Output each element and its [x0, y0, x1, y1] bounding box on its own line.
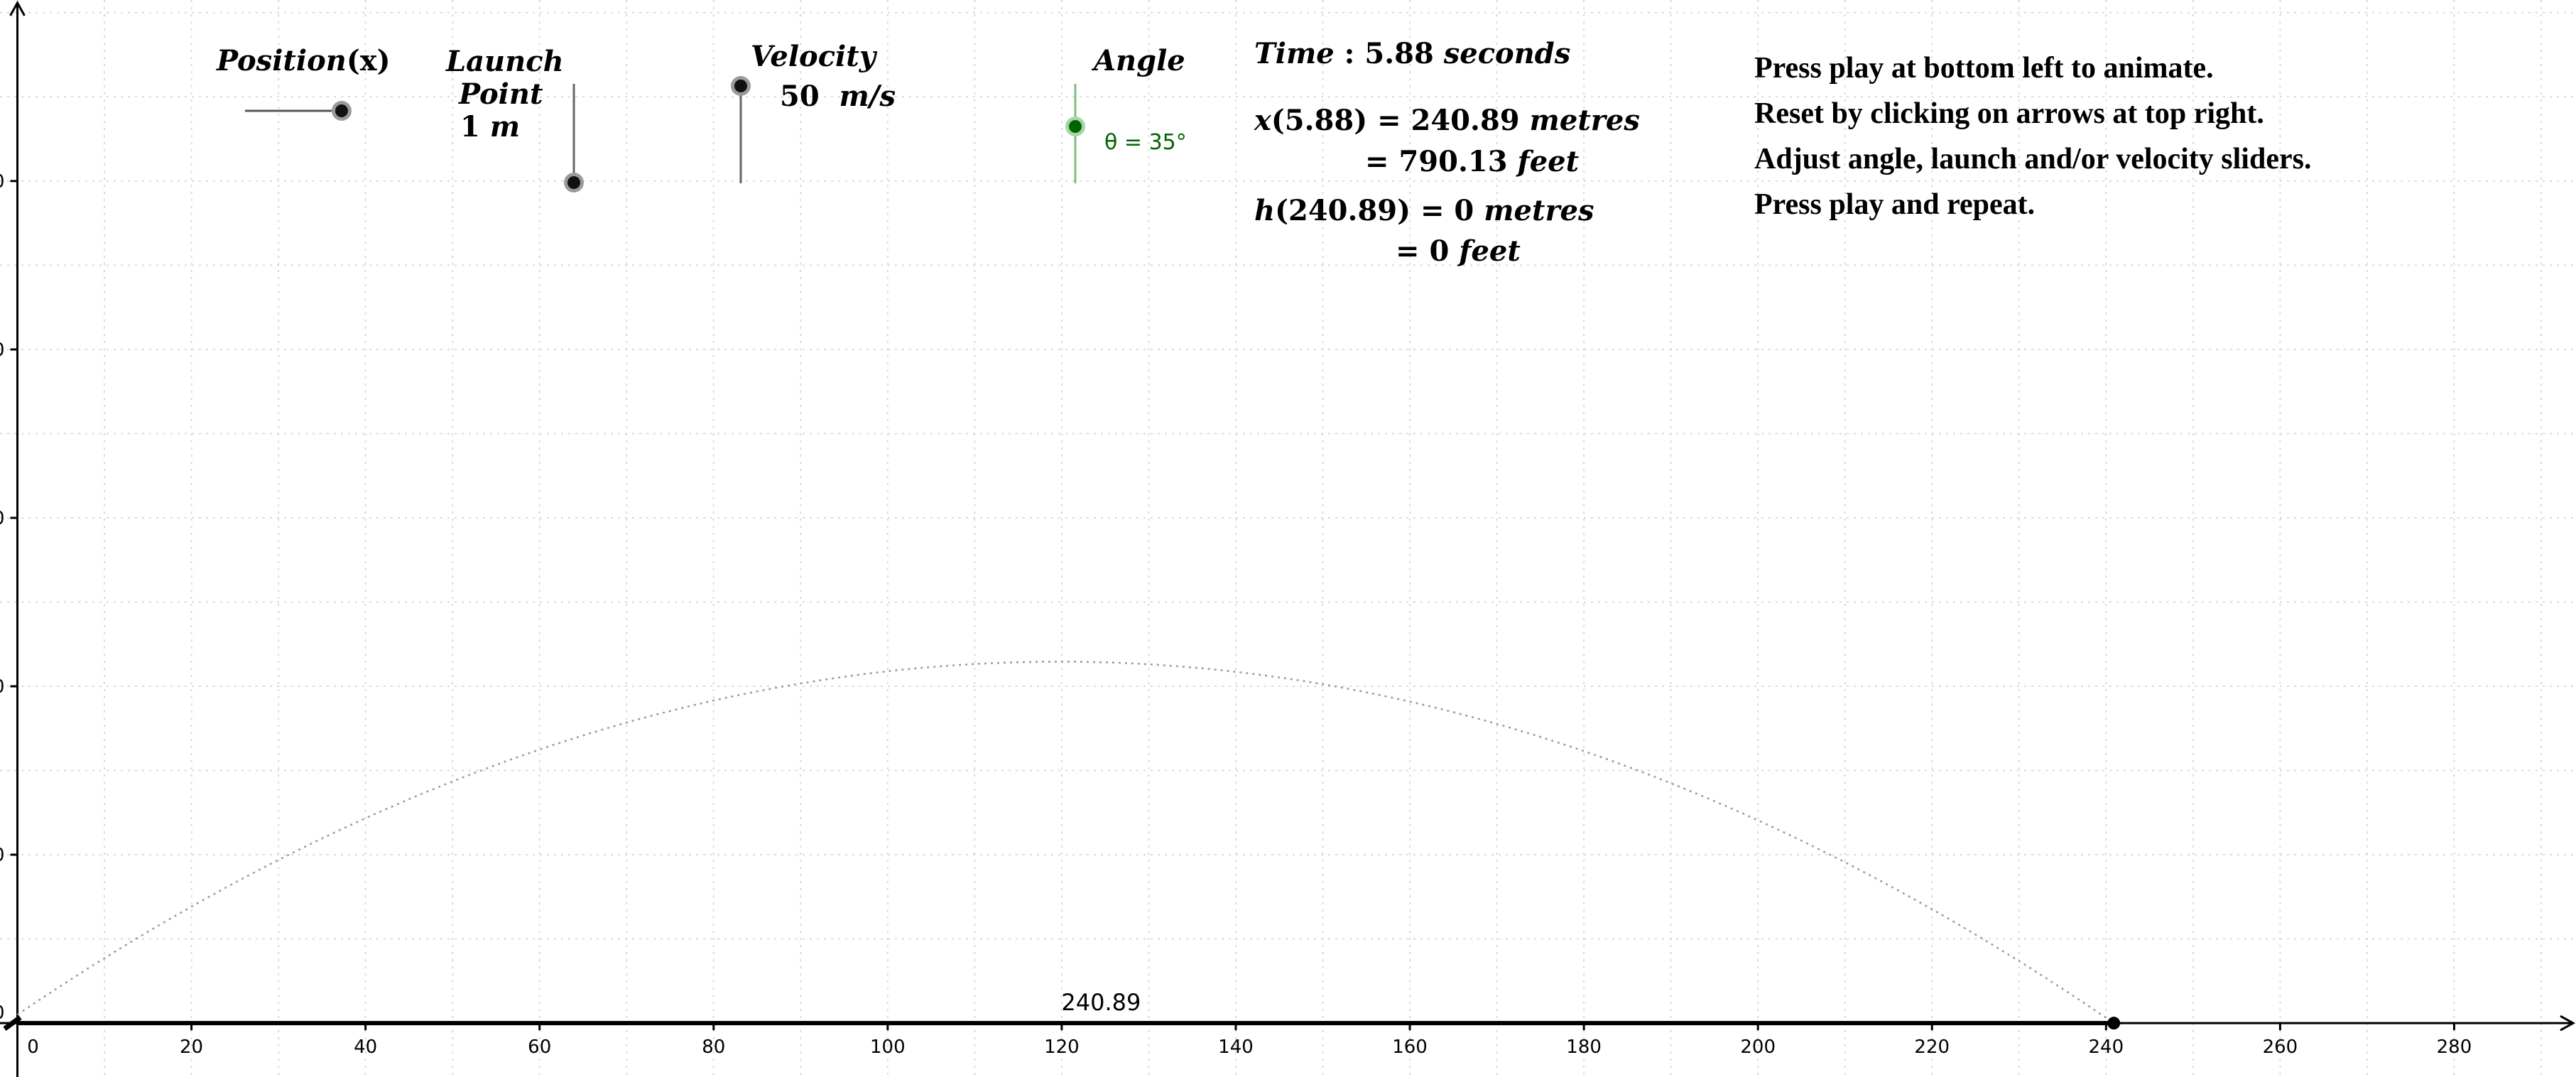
angle-slider-label: Angle [1094, 44, 1185, 77]
angle-label-title: Angle [1094, 44, 1185, 77]
x-tick-label: 0 [27, 1037, 39, 1058]
x-tick-label: 100 [870, 1037, 906, 1058]
velocity-value-label: 50 m/s [780, 80, 896, 113]
velocity-slider-label: Velocity [751, 40, 876, 73]
x-argument: (5.88) [1271, 104, 1368, 137]
y-tick-label: 60 [0, 508, 5, 529]
x-function: x [1254, 104, 1271, 137]
time-unit: seconds [1443, 37, 1571, 70]
x-axis-arrow-icon [2560, 1014, 2576, 1032]
x-tick-label: 260 [2263, 1037, 2298, 1058]
slider-tracks [245, 84, 1077, 183]
x-tick-label: 180 [1566, 1037, 1602, 1058]
x-tick-label: 60 [528, 1037, 551, 1058]
h-feet-value: 0 [1429, 234, 1450, 268]
instructions: Press play at bottom left to animate. Re… [1754, 45, 2311, 227]
instruction-line: Press play at bottom left to animate. [1754, 52, 2214, 85]
h-metres-value: 0 [1454, 194, 1474, 227]
x-tick-label: 20 [180, 1037, 203, 1058]
velocity-label-title: Velocity [751, 40, 876, 73]
angle-slider-knob[interactable] [1069, 120, 1082, 133]
instruction-line: Press play and repeat. [1754, 188, 2036, 221]
x-tick-label: 280 [2437, 1037, 2472, 1058]
y-tick-label: 40 [0, 676, 5, 698]
distance-segment: 240.89 [3, 989, 2121, 1031]
velocity-unit: m/s [839, 80, 896, 113]
angle-value-label: θ = 35° [1104, 130, 1187, 155]
x-tick-label: 40 [354, 1037, 377, 1058]
x-feet-value: 790.13 [1398, 145, 1508, 178]
y-tick-label: 100 [0, 171, 5, 193]
h-function: h [1254, 194, 1276, 227]
launch-label-line1: Launch [446, 45, 564, 78]
instruction-line: Adjust angle, launch and/or velocity sli… [1754, 143, 2312, 175]
axis-ticks: 0204060801001201401601802002202402602800… [0, 171, 2472, 1058]
position-label-var: (x) [346, 44, 391, 77]
h-metres-unit: metres [1484, 194, 1594, 227]
launch-value: 1 [460, 110, 480, 144]
projectile-marker [3, 1015, 22, 1031]
x-feet-unit: feet [1517, 145, 1580, 178]
y-axis-arrow-icon [9, 0, 26, 16]
time-value: 5.88 [1364, 37, 1434, 70]
time-label: Time [1254, 37, 1335, 70]
position-slider-knob[interactable] [335, 104, 348, 117]
landing-point[interactable] [2107, 1017, 2121, 1030]
x-tick-label: 80 [702, 1037, 725, 1058]
trajectory-curve [16, 661, 2114, 1024]
launch-unit: m [489, 110, 521, 144]
x-tick-label: 200 [1740, 1037, 1776, 1058]
velocity-value: 50 [780, 80, 820, 113]
x-tick-label: 140 [1218, 1037, 1254, 1058]
h-feet-readout: = 0 feet [1396, 234, 1521, 268]
y-tick-label: 0 [0, 1002, 5, 1024]
landing-distance-label: 240.89 [1061, 989, 1141, 1016]
h-argument: (240.89) [1275, 194, 1411, 227]
x-metres-unit: metres [1529, 104, 1640, 137]
h-metres-readout: h(240.89) = 0 metres [1254, 194, 1594, 227]
x-feet-readout: = 790.13 feet [1365, 145, 1580, 178]
x-tick-label: 120 [1044, 1037, 1080, 1058]
x-metres-readout: x(5.88) = 240.89 metres [1254, 104, 1640, 137]
y-tick-label: 20 [0, 845, 5, 866]
launch-slider-knob[interactable] [567, 176, 580, 189]
instruction-line: Reset by clicking on arrows at top right… [1754, 97, 2264, 130]
launch-label-line2: Point [459, 77, 543, 111]
h-feet-unit: feet [1459, 234, 1521, 268]
velocity-slider-knob[interactable] [734, 80, 747, 92]
position-slider-label: Position(x) [217, 44, 391, 77]
slider-knobs[interactable] [332, 76, 1085, 193]
time-readout: Time : 5.88 seconds [1254, 37, 1571, 70]
x-tick-label: 220 [1914, 1037, 1950, 1058]
y-tick-label: 80 [0, 340, 5, 361]
x-tick-label: 160 [1392, 1037, 1428, 1058]
launch-slider-label: Launch Point 1 m [446, 45, 564, 144]
x-tick-label: 240 [2088, 1037, 2124, 1058]
x-metres-value: 240.89 [1411, 104, 1520, 137]
position-label-word: Position [217, 44, 347, 77]
